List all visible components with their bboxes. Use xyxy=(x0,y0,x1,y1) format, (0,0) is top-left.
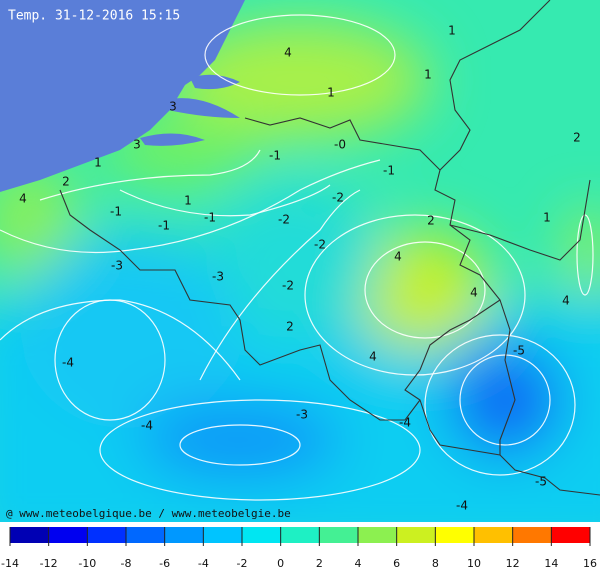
colorbar-tick-label: 8 xyxy=(432,557,439,570)
colorbar-tick-label: 10 xyxy=(467,557,481,570)
colorbar-tick-label: -2 xyxy=(237,557,248,570)
colorbar-swatch xyxy=(87,527,126,543)
temperature-field xyxy=(0,0,600,522)
contour-label: -4 xyxy=(141,419,153,433)
colorbar-swatch xyxy=(319,527,358,543)
contour-label: 4 xyxy=(19,192,27,206)
contour-label: -1 xyxy=(269,149,281,163)
colorbar-swatch xyxy=(203,527,242,543)
colorbar-swatch xyxy=(164,527,204,543)
contour-label: -1 xyxy=(204,211,216,225)
contour-label: 1 xyxy=(543,211,551,225)
colorbar-swatch xyxy=(358,527,397,543)
contour-label: -1 xyxy=(158,219,170,233)
contour-labels: 4 1 1 1 3 3 1 2 4 -1 -0 -1 2 1 -1 -1 -1 -2 -2 2 1 -2 4 -3 -3 -2 4 4… xyxy=(19,24,581,513)
contour-label: 4 xyxy=(394,250,402,264)
colorbar-swatch xyxy=(551,527,590,543)
colorbar-swatch xyxy=(280,527,320,543)
contour-label: 4 xyxy=(369,350,377,364)
colorbar-swatch xyxy=(48,527,88,543)
colorbar-tick-label: -14 xyxy=(1,557,19,570)
colorbar-swatch xyxy=(435,527,474,543)
sea xyxy=(0,0,245,192)
contour-label: 1 xyxy=(94,156,102,170)
borders xyxy=(59,0,600,496)
colorbar-tick-label: 12 xyxy=(506,557,520,570)
contour-label: -5 xyxy=(535,475,547,489)
credit: @ www.meteobelgique.be / www.meteobelgie… xyxy=(6,507,291,520)
colorbar-swatch xyxy=(242,527,281,543)
colorbar-swatch xyxy=(126,527,165,543)
isotherms xyxy=(0,14,594,501)
contour-label: 2 xyxy=(62,175,70,189)
colorbar-tick-label: -4 xyxy=(198,557,209,570)
contour-label: 1 xyxy=(184,194,192,208)
contour-label: 4 xyxy=(470,286,478,300)
contour-label: -3 xyxy=(296,408,308,422)
contour-label: 1 xyxy=(448,24,456,38)
contour-label: 2 xyxy=(427,214,435,228)
contour-label: 1 xyxy=(424,68,432,82)
contour-label: -2 xyxy=(278,213,290,227)
colorbar-tick-label: 0 xyxy=(277,557,284,570)
contour-label: 4 xyxy=(284,46,292,60)
contour-label: 3 xyxy=(169,100,177,114)
colorbar-tick-label: 16 xyxy=(583,557,597,570)
contour-label: -3 xyxy=(212,270,224,284)
colorbar-swatch xyxy=(474,527,513,543)
contour-label: -1 xyxy=(110,205,122,219)
contour-label: 2 xyxy=(286,320,294,334)
colorbar-tick-label: -10 xyxy=(78,557,96,570)
contour-label: 2 xyxy=(573,131,581,145)
contour-label: 1 xyxy=(327,86,335,100)
contour-label: -0 xyxy=(334,138,346,152)
colorbar-tick-label: 4 xyxy=(355,557,362,570)
contour-label: -3 xyxy=(111,259,123,273)
colorbar-tick-label: 2 xyxy=(316,557,323,570)
colorbar-swatch xyxy=(512,527,552,543)
colorbar-tick-label: -6 xyxy=(159,557,170,570)
contour-label: -4 xyxy=(62,356,74,370)
contour-label: -4 xyxy=(456,499,468,513)
colorbar-swatch xyxy=(396,527,436,543)
contour-label: -5 xyxy=(513,344,525,358)
contour-label: 4 xyxy=(562,294,570,308)
colorbar-tick-label: 14 xyxy=(544,557,558,570)
map-title: Temp. 31-12-2016 15:15 xyxy=(8,9,180,24)
colorbar-swatch xyxy=(10,527,49,543)
colorbar-tick-label: 6 xyxy=(393,557,400,570)
contour-label: -4 xyxy=(399,416,411,430)
contour-label: -2 xyxy=(332,191,344,205)
estuaries xyxy=(140,74,240,146)
colorbar: -14 -12 -10 -8 -6 -4 -2 0 2 4 6 8 10 12 14 16 xyxy=(1,527,597,570)
contour-label: -2 xyxy=(282,279,294,293)
contour-label: 3 xyxy=(133,138,141,152)
colorbar-tick-label: -8 xyxy=(121,557,132,570)
contour-label: -2 xyxy=(314,238,326,252)
colorbar-tick-label: -12 xyxy=(40,557,58,570)
contour-label: -1 xyxy=(383,164,395,178)
